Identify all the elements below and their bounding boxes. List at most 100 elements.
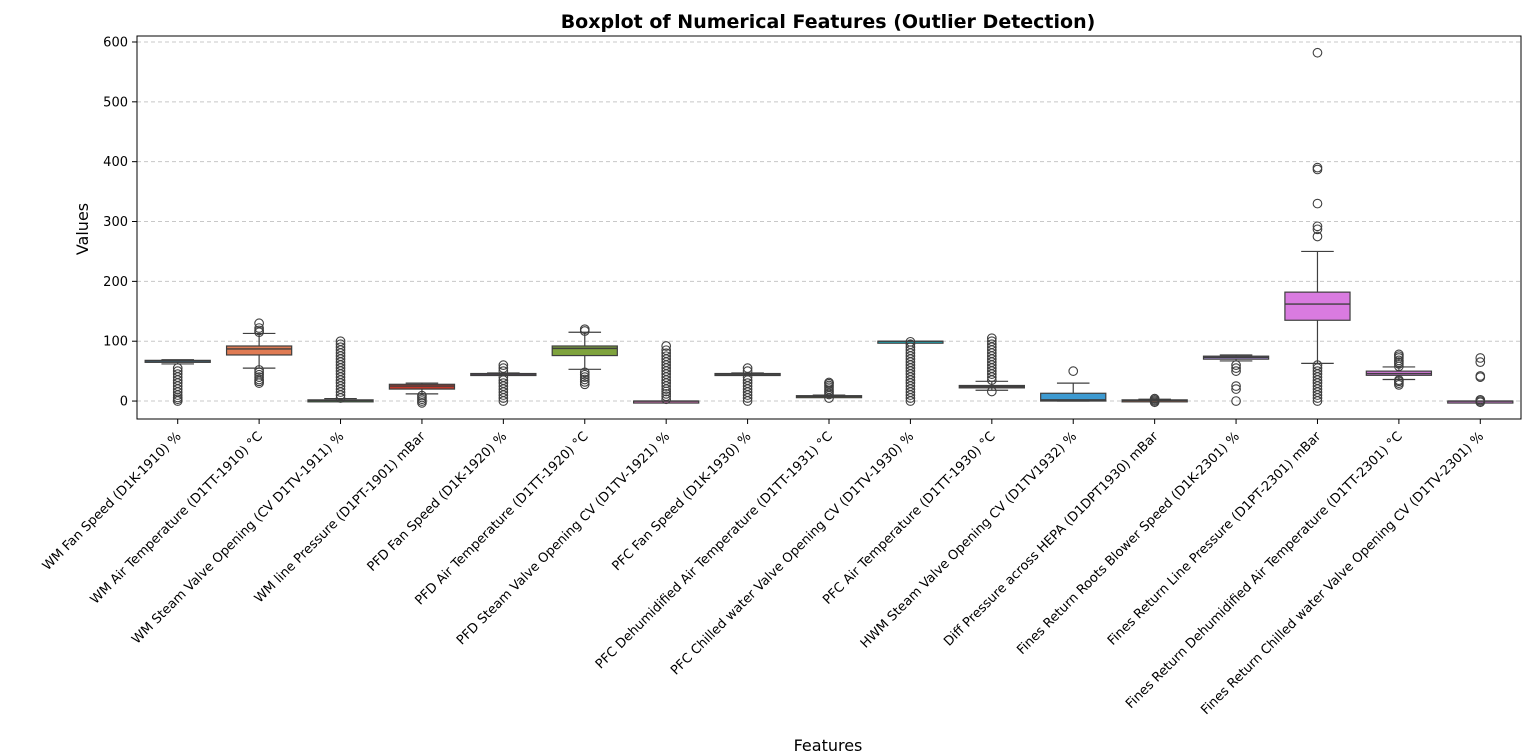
outlier-point [1312,366,1323,376]
outlier-point [661,351,672,362]
outlier-point [1475,395,1486,405]
outlier-point [1312,231,1323,242]
box-group [307,336,374,403]
outlier-point [742,363,753,373]
box-group [225,318,293,388]
outlier-point [254,367,264,378]
box-group [714,363,781,406]
outlier-point [1231,381,1241,391]
box-group [877,336,944,406]
y-tick-label: 0 [120,395,128,410]
outlier-point [986,336,997,347]
box-group [633,341,700,405]
boxes [144,47,1514,408]
outlier-point [498,360,509,370]
outlier-point [579,374,590,385]
box-group [1365,349,1433,390]
box-group [144,359,211,406]
outlier-point [1312,198,1323,209]
outlier-point [579,369,590,380]
y-axis: 0 100 200 300 400 500 600 [103,35,137,410]
outlier-point [1312,363,1323,373]
outlier-point [1475,353,1486,363]
outlier-point [254,325,264,336]
outlier-point [172,363,183,373]
x-tick-label: WM line Pressure (D1PT-1901) mBar [252,429,429,606]
outlier-point [905,336,916,347]
chart-title: Boxplot of Numerical Features (Outlier D… [561,11,1096,33]
outlier-point [986,339,997,350]
outlier-point [1068,366,1079,376]
box-group [470,360,537,406]
outlier-point [1394,375,1404,385]
outlier-point [661,341,672,351]
y-tick-label: 200 [103,275,128,290]
outlier-point [1394,355,1404,366]
outlier-point [1475,371,1486,381]
outlier-point [1231,360,1241,370]
outlier-point [254,365,264,375]
outlier-point [661,345,672,356]
outlier-point [742,378,753,388]
x-tick-label: Fines Return Chilled water Valve Opening… [1198,429,1487,718]
x-tick-label: Fines Return Dehumidified Air Temperatur… [1123,429,1406,712]
y-tick-label: 300 [103,215,128,230]
outlier-point [498,366,509,376]
outlier-point [579,367,590,378]
x-tick-label: WM Fan Speed (D1K-1910) % [40,429,185,574]
outlier-point [824,377,834,388]
y-tick-label: 600 [103,35,128,50]
box [551,345,618,357]
outlier-point [986,333,997,344]
outlier-point [1312,162,1323,173]
box [1040,392,1107,402]
outlier-point [254,323,264,333]
outlier-point [1394,349,1404,360]
outlier-point [254,369,264,380]
outlier-point [1312,47,1323,58]
box-group [388,382,456,408]
outlier-point [905,339,916,350]
outlier-point [905,342,916,353]
y-tick-label: 100 [103,335,128,350]
outlier-point [254,374,264,385]
box-group [958,333,1025,397]
outlier-point [1231,384,1241,394]
outlier-point [335,339,346,350]
outlier-point [1475,357,1486,367]
outlier-point [579,379,590,390]
box-group [1040,366,1107,402]
outlier-point [417,390,427,401]
outlier-point [742,366,753,376]
box [225,345,293,356]
box-group [795,377,863,403]
y-axis-label: Values [73,203,92,255]
outlier-point [1312,360,1323,370]
outlier-point [172,369,183,379]
box [1284,291,1351,321]
outlier-point [986,386,997,397]
box-group [1202,354,1270,406]
outlier-point [335,336,346,347]
box-group [551,324,618,390]
x-tick-label: PFC Fan Speed (D1K-1930) % [610,429,755,574]
outlier-point [1312,221,1323,232]
box-group [1447,353,1514,408]
outlier-point [1231,396,1241,406]
outlier-point [661,348,672,359]
y-tick-label: 400 [103,155,128,170]
x-tick-label: PFC Air Temperature (D1TT-1930) °C [820,429,998,607]
outlier-point [1231,363,1241,373]
outlier-point [1312,224,1323,235]
outlier-point [661,394,672,405]
x-axis: WM Fan Speed (D1K-1910) %WM Air Temperat… [40,419,1487,718]
outlier-point [254,372,264,382]
outlier-point [1149,393,1160,404]
outlier-point [498,363,509,373]
x-axis-label: Features [794,736,863,754]
outlier-point [498,378,509,388]
outlier-point [579,372,590,382]
box-group [1121,393,1188,408]
outlier-point [335,342,346,353]
